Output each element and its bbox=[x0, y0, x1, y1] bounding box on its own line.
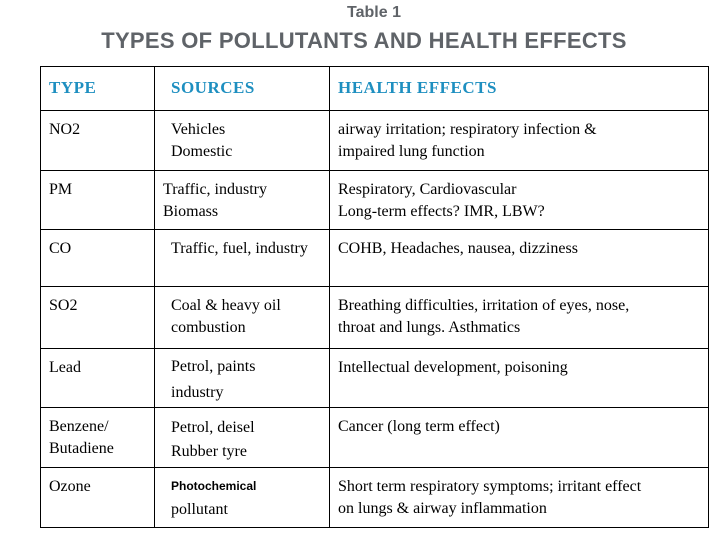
source-text: Vehicles bbox=[171, 121, 226, 138]
type-text: Benzene/ bbox=[49, 418, 109, 435]
effect-text: Respiratory, Cardiovascular bbox=[338, 181, 517, 198]
source-text: combustion bbox=[171, 319, 246, 336]
type-text: Lead bbox=[49, 359, 81, 376]
effect-text: Cancer (long term effect) bbox=[338, 418, 500, 435]
header-sources: SOURCES bbox=[154, 66, 330, 111]
table-row: SO2 Coal & heavy oil combustion Breathin… bbox=[40, 286, 709, 349]
effect-text: Intellectual development, poisoning bbox=[338, 359, 568, 376]
source-text: industry bbox=[171, 384, 224, 401]
sources-cell: Photochemical pollutant bbox=[154, 467, 330, 528]
table-row: CO Traffic, fuel, industry COHB, Headach… bbox=[40, 229, 709, 287]
table-row: NO2 Vehicles Domestic airway irritation;… bbox=[40, 110, 709, 171]
sources-cell: Vehicles Domestic bbox=[154, 110, 330, 171]
header-type: TYPE bbox=[40, 66, 155, 111]
header-row: TYPE SOURCES HEALTH EFFECTS bbox=[40, 66, 709, 111]
type-text: Butadiene bbox=[49, 440, 114, 457]
source-text: pollutant bbox=[171, 501, 228, 518]
type-text: Ozone bbox=[49, 478, 91, 495]
table-row: Benzene/ Butadiene Petrol, deisel Rubber… bbox=[40, 407, 709, 468]
type-cell: NO2 bbox=[40, 110, 155, 171]
effects-cell: Short term respiratory symptoms; irritan… bbox=[329, 467, 709, 528]
effect-text: throat and lungs. Asthmatics bbox=[338, 319, 521, 336]
effects-cell: COHB, Headaches, nausea, dizziness bbox=[329, 229, 709, 287]
type-text: NO2 bbox=[49, 121, 81, 138]
effect-text: Long-term effects? IMR, LBW? bbox=[338, 203, 545, 220]
effect-text: airway irritation; respiratory infection… bbox=[338, 121, 597, 138]
effect-text: impaired lung function bbox=[338, 143, 485, 160]
sources-cell: Traffic, fuel, industry bbox=[154, 229, 330, 287]
type-cell: PM bbox=[40, 170, 155, 230]
sources-cell: Traffic, industry Biomass bbox=[154, 170, 330, 230]
effects-cell: Cancer (long term effect) bbox=[329, 407, 709, 468]
pollutants-table: TYPE SOURCES HEALTH EFFECTS NO2 Vehicles… bbox=[40, 66, 709, 528]
table-number: Table 1 bbox=[347, 4, 401, 21]
type-cell: SO2 bbox=[40, 286, 155, 349]
source-text: Petrol, paints bbox=[171, 358, 256, 375]
effect-text: COHB, Headaches, nausea, dizziness bbox=[338, 240, 578, 257]
header-health-effects: HEALTH EFFECTS bbox=[329, 66, 709, 111]
effect-text: Short term respiratory symptoms; irritan… bbox=[338, 478, 642, 495]
type-text: CO bbox=[49, 240, 72, 257]
source-text: Rubber tyre bbox=[171, 443, 247, 460]
type-cell: Lead bbox=[40, 348, 155, 408]
source-text: Petrol, deisel bbox=[171, 419, 255, 436]
effect-text: on lungs & airway inflammation bbox=[338, 500, 547, 517]
effects-cell: airway irritation; respiratory infection… bbox=[329, 110, 709, 171]
table-row: Ozone Photochemical pollutant Short term… bbox=[40, 467, 709, 528]
type-text: SO2 bbox=[49, 297, 78, 314]
type-cell: CO bbox=[40, 229, 155, 287]
type-cell: Ozone bbox=[40, 467, 155, 528]
sources-cell: Petrol, paints industry bbox=[154, 348, 330, 408]
type-cell: Benzene/ Butadiene bbox=[40, 407, 155, 468]
sources-cell: Coal & heavy oil combustion bbox=[154, 286, 330, 349]
sources-cell: Petrol, deisel Rubber tyre bbox=[154, 407, 330, 468]
table-row: PM Traffic, industry Biomass Respiratory… bbox=[40, 170, 709, 230]
effect-text: Breathing difficulties, irritation of ey… bbox=[338, 297, 630, 314]
table-title: TYPES OF POLLUTANTS AND HEALTH EFFECTS bbox=[101, 28, 627, 53]
effects-cell: Breathing difficulties, irritation of ey… bbox=[329, 286, 709, 349]
source-text: Traffic, industry bbox=[163, 181, 267, 198]
source-text: Photochemical bbox=[171, 479, 257, 493]
source-text: Coal & heavy oil bbox=[171, 297, 281, 314]
source-text: Traffic, fuel, industry bbox=[171, 240, 308, 257]
source-text: Domestic bbox=[171, 143, 233, 160]
source-text: Biomass bbox=[163, 203, 219, 220]
effects-cell: Respiratory, Cardiovascular Long-term ef… bbox=[329, 170, 709, 230]
table-row: Lead Petrol, paints industry Intellectua… bbox=[40, 348, 709, 408]
type-text: PM bbox=[49, 181, 73, 198]
effects-cell: Intellectual development, poisoning bbox=[329, 348, 709, 408]
